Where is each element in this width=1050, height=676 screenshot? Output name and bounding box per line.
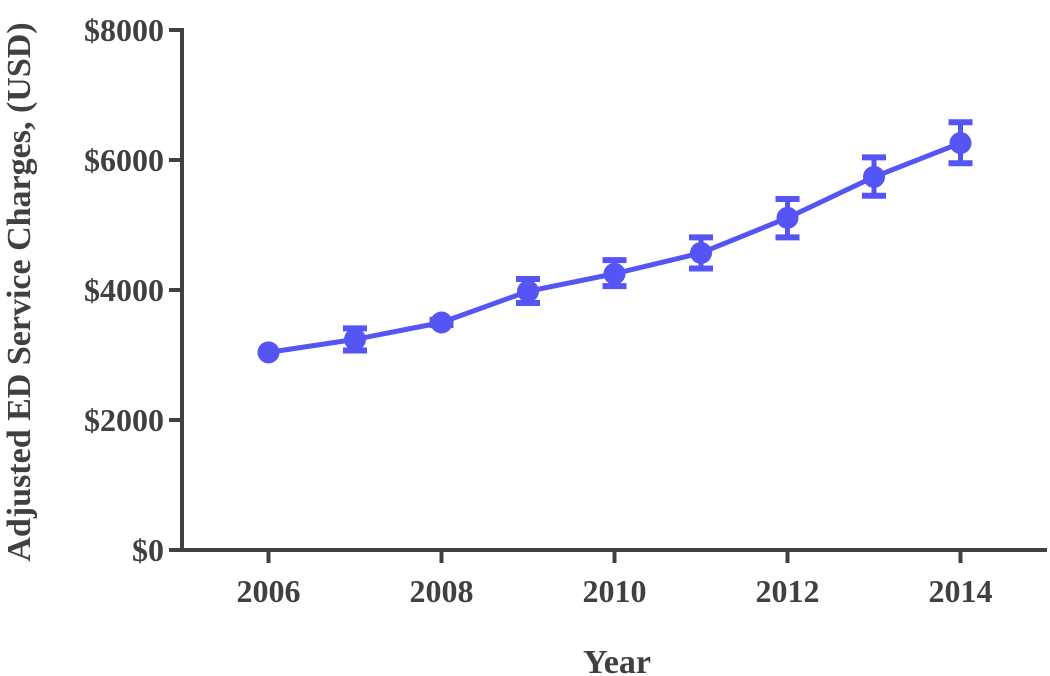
data-point (517, 280, 539, 303)
data-point (863, 165, 885, 188)
data-point (690, 241, 712, 264)
y-tick-label: $8000 (84, 12, 164, 48)
data-point (776, 206, 799, 229)
series-layer (257, 119, 973, 364)
data-point (949, 132, 972, 155)
data-point (344, 328, 366, 351)
x-tick-label: 2010 (583, 573, 647, 609)
x-axis-title: Year (583, 644, 651, 676)
y-tick-label: $6000 (84, 142, 164, 178)
data-point (603, 262, 626, 285)
data-point (430, 311, 453, 334)
y-tick-label: $2000 (84, 402, 164, 438)
series-line (268, 140, 962, 355)
y-tick-label: $0 (132, 532, 164, 568)
x-tick-label: 2006 (237, 573, 301, 609)
y-tick-label: $4000 (84, 272, 164, 308)
x-tick-label: 2012 (756, 573, 820, 609)
x-tick-label: 2008 (410, 573, 474, 609)
data-point (257, 341, 280, 364)
x-tick-label: 2014 (929, 573, 993, 609)
y-axis: $0 $2000 $4000 $6000 $8000 (84, 12, 184, 568)
y-axis-title: Adjusted ED Service Charges, (USD) (1, 22, 38, 561)
x-axis: 2006 2008 2010 2012 2014 (180, 548, 1047, 609)
